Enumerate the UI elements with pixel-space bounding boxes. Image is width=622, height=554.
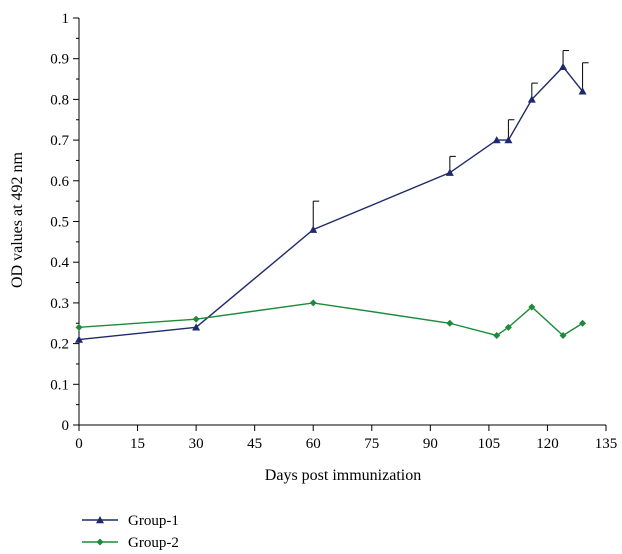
- x-axis-title: Days post immunization: [265, 467, 421, 484]
- data-point: [504, 136, 513, 144]
- data-point: [527, 95, 536, 103]
- y-tick-label: 0: [62, 418, 70, 434]
- series-group-1: [75, 50, 589, 343]
- x-tick-label: 15: [130, 436, 145, 452]
- y-tick-label: 0.3: [50, 296, 69, 312]
- axes: [78, 18, 606, 426]
- data-point: [559, 62, 568, 71]
- data-point: [578, 87, 587, 95]
- x-tick-label: 135: [595, 436, 618, 452]
- data-point: [75, 323, 83, 331]
- data-point: [445, 168, 454, 176]
- y-tick-label: 0.8: [50, 92, 69, 108]
- x-tick-label: 90: [423, 436, 438, 452]
- series-line: [78, 65, 584, 341]
- y-axis-title: OD values at 492 nm: [9, 151, 26, 288]
- data-point: [446, 319, 454, 327]
- y-tick-label: 0.6: [50, 174, 69, 190]
- legend: Group-1 Group-2: [82, 513, 179, 551]
- x-tick-label: 75: [364, 436, 379, 452]
- y-tick-label: 0.5: [50, 215, 69, 231]
- x-tick-label: 60: [306, 436, 321, 452]
- y-tick-label: 0.9: [50, 52, 69, 68]
- data-point: [493, 331, 501, 339]
- y-tick-label: 0.4: [50, 255, 69, 271]
- y-tick-label: 0.2: [50, 337, 69, 353]
- legend-label-group-2: Group-2: [128, 535, 179, 551]
- series-layer: [75, 50, 589, 343]
- legend-item-group-2: Group-2: [82, 535, 179, 551]
- legend-label-group-1: Group-1: [128, 513, 179, 529]
- x-tick-label: 120: [536, 436, 559, 452]
- legend-item-group-1: Group-1: [82, 513, 179, 529]
- data-point: [192, 323, 201, 331]
- y-ticks: 0 0.1 0.2 0.3 0.4 0.5 0.6 0.7 0.8 0.9 1: [50, 11, 79, 434]
- series-line: [78, 302, 583, 337]
- x-tick-label: 0: [75, 436, 83, 452]
- legend-marker-group-2: [96, 538, 104, 546]
- y-tick-label: 0.1: [50, 377, 69, 393]
- data-point: [309, 225, 318, 233]
- series-group-2: [75, 299, 587, 339]
- y-tick-label: 0.7: [50, 133, 69, 149]
- data-point: [579, 319, 587, 327]
- data-point: [492, 136, 501, 144]
- y-tick-label: 1: [62, 11, 70, 27]
- legend-marker-group-1: [96, 516, 104, 524]
- x-tick-label: 30: [189, 436, 204, 452]
- x-tick-label: 45: [247, 436, 262, 452]
- data-point: [192, 315, 200, 323]
- data-point: [504, 323, 512, 331]
- data-point: [309, 299, 317, 307]
- x-ticks: 0 15 30 45 60 75 90 105 120 135: [75, 425, 617, 452]
- data-point: [528, 303, 536, 311]
- x-tick-label: 105: [478, 436, 501, 452]
- data-point: [75, 335, 83, 343]
- data-point: [559, 331, 567, 339]
